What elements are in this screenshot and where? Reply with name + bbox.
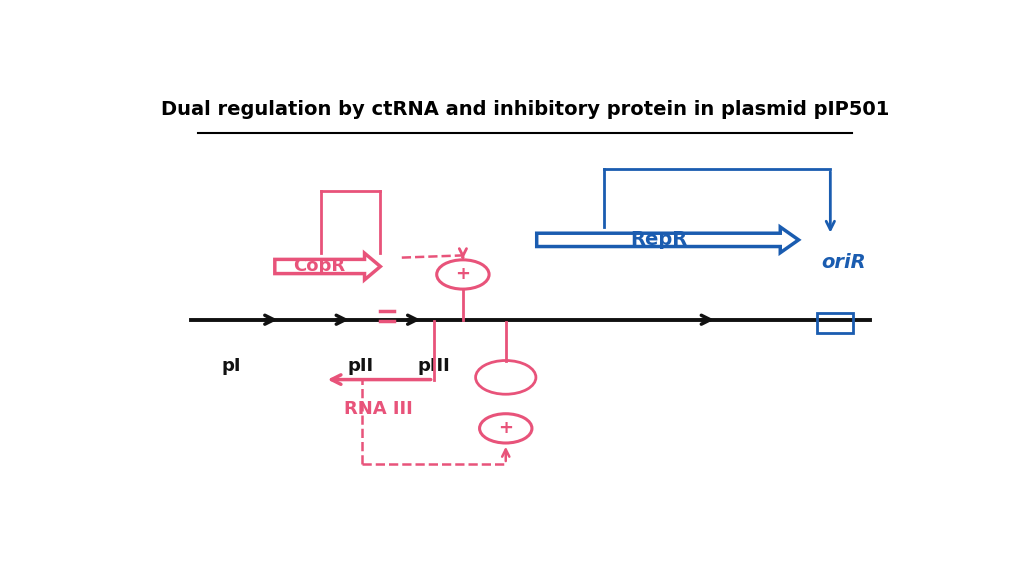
Text: pII: pII [347,357,374,376]
Text: +: + [456,266,470,283]
Text: Dual regulation by ctRNA and inhibitory protein in plasmid pIP501: Dual regulation by ctRNA and inhibitory … [161,100,889,119]
Text: pI: pI [221,357,241,376]
Text: pIII: pIII [417,357,450,376]
Text: RNA III: RNA III [344,400,413,418]
Text: RepR: RepR [630,230,687,249]
Text: CopR: CopR [294,257,346,275]
Text: oriR: oriR [821,252,865,271]
Text: +: + [499,419,513,437]
